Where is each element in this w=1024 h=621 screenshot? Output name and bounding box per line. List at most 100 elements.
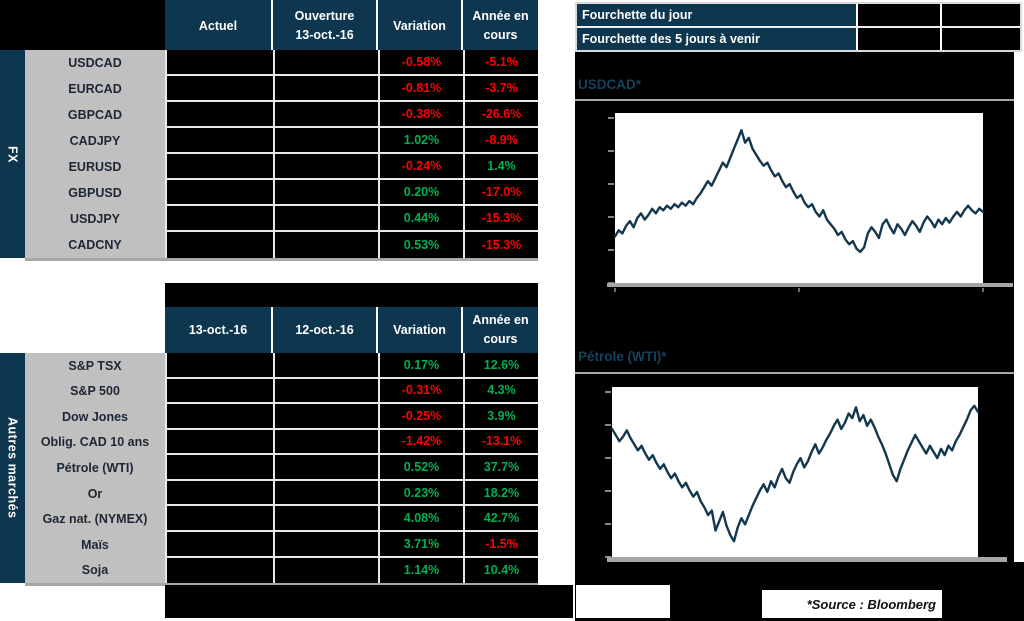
- redacted-cell: [273, 557, 378, 584]
- redacted-cell: [165, 404, 273, 430]
- table-row: S&P 500 -0.31% 4.3%: [25, 378, 538, 405]
- table-row: EURUSD -0.24% 1.4%: [25, 154, 538, 180]
- redacted-cell: [273, 353, 378, 379]
- markets-header-variation: Variation: [378, 307, 463, 353]
- redacted-cell: [165, 531, 273, 558]
- markets-table-body: S&P TSX 0.17% 12.6% S&P 500 -0.31% 4.3% Dow Jo…: [25, 353, 538, 586]
- row-label: GBPUSD: [25, 180, 165, 206]
- ytd-cell: 1.4%: [463, 154, 538, 180]
- variation-cell: 0.20%: [378, 180, 463, 206]
- variation-cell: -0.31%: [378, 378, 463, 405]
- fourchette-5days-label: Fourchette des 5 jours à venir: [577, 28, 856, 50]
- row-label: Or: [25, 480, 165, 507]
- variation-cell: -0.81%: [378, 76, 463, 102]
- table-row: USDJPY 0.44% -15.3%: [25, 206, 538, 232]
- table-row: GBPUSD 0.20% -17.0%: [25, 180, 538, 206]
- wti-chart: [605, 387, 1007, 567]
- row-label: Dow Jones: [25, 404, 165, 430]
- table-row: CADJPY 1.02% -8.9%: [25, 128, 538, 154]
- table-row: Soja 1.14% 10.4%: [25, 557, 538, 584]
- row-label: EURCAD: [25, 76, 165, 102]
- redacted-cell: [273, 455, 378, 481]
- ytd-cell: -15.3%: [463, 232, 538, 258]
- usdcad-chart-title: USDCAD*: [578, 77, 642, 92]
- redacted-cell: [165, 480, 273, 507]
- redacted-cell: [165, 353, 273, 379]
- row-label: GBPCAD: [25, 102, 165, 128]
- redacted-cell: [165, 378, 273, 405]
- table-row: Or 0.23% 18.2%: [25, 480, 538, 507]
- redacted-cell: [165, 102, 273, 128]
- variation-cell: -0.25%: [378, 404, 463, 430]
- ytd-cell: -17.0%: [463, 180, 538, 206]
- table-row: Maïs 3.71% -1.5%: [25, 531, 538, 558]
- markets-section-label: Autres marchés: [5, 417, 20, 519]
- row-label: Oblig. CAD 10 ans: [25, 429, 165, 456]
- ytd-cell: -8.9%: [463, 128, 538, 154]
- row-label: Pétrole (WTI): [25, 455, 165, 481]
- row-label: Maïs: [25, 531, 165, 558]
- redacted-cell: [273, 506, 378, 532]
- redacted-cell: [273, 531, 378, 558]
- fx-header-ouverture: Ouverture 13-oct.-16: [273, 0, 378, 52]
- variation-cell: 4.08%: [378, 506, 463, 532]
- table-row: GBPCAD -0.38% -26.6%: [25, 102, 538, 128]
- fourchette-5days-high-cell-redacted: [940, 28, 1020, 50]
- ytd-cell: 10.4%: [463, 557, 538, 584]
- table-row: USDCAD -0.58% -5.1%: [25, 50, 538, 76]
- wti-divider: [575, 372, 1014, 374]
- markets-header-ytd: Année en cours: [472, 313, 529, 346]
- variation-cell: 1.14%: [378, 557, 463, 584]
- ytd-cell: -26.6%: [463, 102, 538, 128]
- markets-table-header: 13-oct.-16 12-oct.-16 Variation Année en…: [165, 307, 538, 353]
- row-label: Soja: [25, 557, 165, 584]
- row-label: USDCAD: [25, 50, 165, 76]
- redacted-cell: [165, 506, 273, 532]
- variation-cell: -0.58%: [378, 50, 463, 76]
- redacted-cell: [273, 206, 378, 232]
- row-label: S&P TSX: [25, 353, 165, 379]
- redacted-cell: [273, 404, 378, 430]
- ytd-cell: 3.9%: [463, 404, 538, 430]
- markets-section-strip: Autres marchés: [0, 353, 25, 583]
- markets-header-date1: 13-oct.-16: [165, 307, 273, 353]
- variation-cell: 0.44%: [378, 206, 463, 232]
- ytd-cell: 37.7%: [463, 455, 538, 481]
- row-label: USDJPY: [25, 206, 165, 232]
- ytd-cell: 4.3%: [463, 378, 538, 405]
- variation-cell: 0.52%: [378, 455, 463, 481]
- variation-cell: -0.38%: [378, 102, 463, 128]
- table-row: S&P TSX 0.17% 12.6%: [25, 353, 538, 379]
- bottom-left-redacted: [165, 585, 573, 618]
- table-row: Dow Jones -0.25% 3.9%: [25, 404, 538, 430]
- fx-table-body: USDCAD -0.58% -5.1% EURCAD -0.81% -3.7% GBPCAD…: [25, 50, 538, 261]
- redacted-cell: [273, 154, 378, 180]
- row-label: S&P 500: [25, 378, 165, 405]
- redacted-cell: [273, 429, 378, 456]
- redacted-cell: [165, 50, 273, 76]
- redacted-cell: [273, 180, 378, 206]
- table-row: Oblig. CAD 10 ans -1.42% -13.1%: [25, 429, 538, 456]
- markets-header-date2: 12-oct.-16: [273, 307, 378, 353]
- redacted-cell: [273, 102, 378, 128]
- fourchette-day-high-cell-redacted: [940, 4, 1020, 26]
- fx-table-corner-redacted: [0, 0, 165, 50]
- redacted-cell: [273, 76, 378, 102]
- redacted-cell: [165, 128, 273, 154]
- variation-cell: 0.17%: [378, 353, 463, 379]
- variation-cell: 3.71%: [378, 531, 463, 558]
- redacted-cell: [165, 455, 273, 481]
- fourchette-5days-low-cell-redacted: [856, 28, 940, 50]
- fx-section-label: FX: [5, 145, 20, 163]
- redacted-cell: [273, 50, 378, 76]
- ytd-cell: -1.5%: [463, 531, 538, 558]
- fourchette-day-low-cell-redacted: [856, 4, 940, 26]
- usdcad-divider: [575, 99, 1014, 101]
- row-label: EURUSD: [25, 154, 165, 180]
- redacted-cell: [273, 480, 378, 507]
- redacted-cell: [273, 232, 378, 258]
- usdcad-chart: [607, 113, 1013, 292]
- ytd-cell: 18.2%: [463, 480, 538, 507]
- ytd-cell: -15.3%: [463, 206, 538, 232]
